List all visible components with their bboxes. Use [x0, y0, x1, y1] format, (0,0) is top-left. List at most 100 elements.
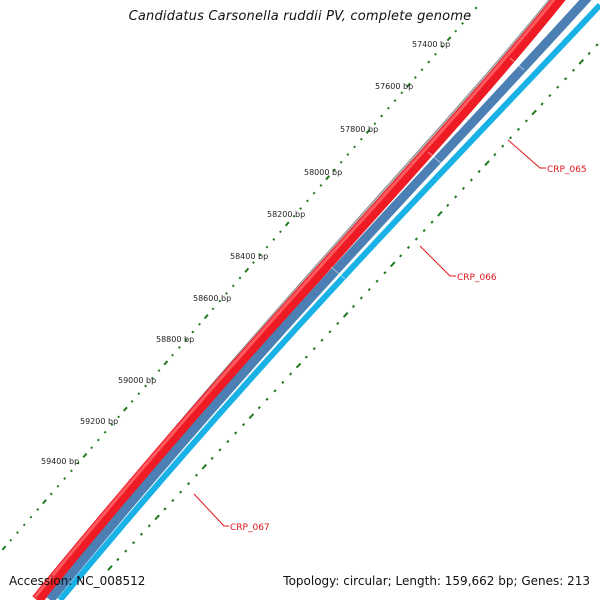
inner-minor-tick [147, 524, 151, 528]
minor-tick [434, 52, 437, 56]
inner-minor-tick [359, 296, 363, 300]
minor-tick [353, 145, 357, 149]
minor-tick [258, 253, 262, 257]
minor-tick [63, 477, 67, 480]
minor-tick [76, 461, 80, 465]
inner-minor-tick [367, 288, 371, 292]
inner-minor-tick [320, 338, 324, 342]
minor-tick [198, 322, 201, 326]
inner-minor-tick [587, 51, 591, 56]
minor-tick [427, 60, 431, 64]
minor-tick [400, 91, 404, 95]
minor-tick [144, 384, 148, 388]
minor-tick [171, 353, 174, 357]
inner-minor-tick [469, 178, 473, 182]
inner-minor-tick [241, 423, 246, 427]
reverse-cds-outer-track [57, 2, 600, 600]
inner-minor-tick [163, 507, 167, 511]
inner-minor-tick [234, 431, 238, 435]
minor-tick [218, 299, 222, 303]
minor-tick [474, 6, 478, 10]
inner-major-tick [531, 109, 537, 116]
minor-tick [150, 376, 154, 380]
minor-tick [373, 122, 377, 126]
inner-minor-tick [454, 195, 458, 199]
tick-label: 59400 bp [41, 457, 79, 466]
minor-tick [70, 469, 73, 473]
inner-minor-tick [265, 397, 269, 401]
inner-minor-tick [406, 245, 411, 250]
minor-tick [211, 307, 215, 311]
inner-minor-tick [430, 220, 434, 224]
inner-minor-tick [501, 144, 505, 148]
major-tick [163, 360, 169, 366]
inner-minor-tick [312, 347, 316, 351]
inner-minor-tick [218, 448, 222, 452]
gene-boundary-mark [509, 57, 525, 71]
minor-tick [252, 261, 255, 264]
gene-boundaries [330, 57, 525, 280]
gene-label-crp-066[interactable]: CRP_066 [457, 273, 497, 283]
minor-tick [467, 14, 471, 18]
gene-boundary-mark [330, 266, 346, 280]
inner-minor-tick [281, 380, 285, 384]
tick-label: 57800 bp [340, 125, 378, 134]
inner-minor-tick [171, 498, 175, 503]
gene-leader-line [193, 493, 229, 527]
minor-tick [36, 508, 40, 511]
inner-minor-tick [304, 355, 308, 359]
inner-major-tick [484, 160, 490, 166]
inner-minor-tick [563, 77, 568, 81]
inner-major-tick [295, 362, 302, 369]
minor-tick [312, 191, 316, 195]
inner-minor-tick [226, 439, 230, 444]
gene-callout-crp-066[interactable]: CRP_066 [419, 245, 497, 283]
major-tick [406, 82, 411, 88]
inner-minor-tick [524, 119, 528, 123]
tick-label: 59000 bp [118, 376, 156, 385]
minor-tick [22, 523, 26, 527]
reverse-cds-track [46, 0, 592, 600]
inner-minor-tick [131, 541, 136, 545]
inner-minor-tick [540, 102, 544, 106]
gene-label-crp-067[interactable]: CRP_067 [230, 523, 270, 533]
minor-tick [238, 276, 242, 280]
inner-minor-tick [446, 203, 450, 207]
minor-tick [265, 245, 269, 249]
inner-minor-tick [422, 229, 426, 233]
minor-tick [103, 430, 107, 434]
minor-tick [29, 515, 33, 519]
major-tick [325, 175, 331, 181]
minor-tick [359, 137, 363, 141]
minor-tick [292, 214, 296, 218]
inner-minor-tick [477, 169, 481, 174]
gene-label-crp-065[interactable]: CRP_065 [547, 165, 587, 175]
tick-label: 58800 bp [156, 335, 194, 344]
gene-leader-line [419, 245, 456, 277]
inner-minor-tick [595, 43, 599, 47]
gene-boundary-mark [427, 151, 443, 165]
inner-minor-tick [461, 186, 466, 190]
tick-label: 59200 bp [80, 417, 118, 426]
minor-tick [339, 160, 343, 164]
gene-callout-crp-065[interactable]: CRP_065 [507, 139, 587, 175]
minor-tick [9, 538, 13, 542]
major-tick [203, 314, 209, 320]
minor-tick [110, 423, 114, 426]
forward-cds-shine [33, 0, 556, 598]
gene-callout-crp-067[interactable]: CRP_067 [193, 493, 270, 533]
tick-label: 58600 bp [193, 294, 231, 303]
genome-summary: Topology: circular; Length: 159,662 bp; … [283, 574, 590, 588]
minor-tick [117, 415, 121, 419]
tick-label: 58200 bp [267, 210, 305, 219]
tick-label: 58000 bp [304, 168, 342, 177]
major-tick [446, 36, 452, 42]
inner-major-tick [578, 59, 585, 65]
minor-tick [380, 114, 384, 118]
minor-tick [157, 369, 161, 372]
major-tick [284, 221, 290, 227]
inner-major-tick [437, 210, 443, 217]
minor-tick [461, 22, 464, 25]
minor-tick [413, 76, 417, 79]
gene-leader-line [507, 139, 546, 169]
